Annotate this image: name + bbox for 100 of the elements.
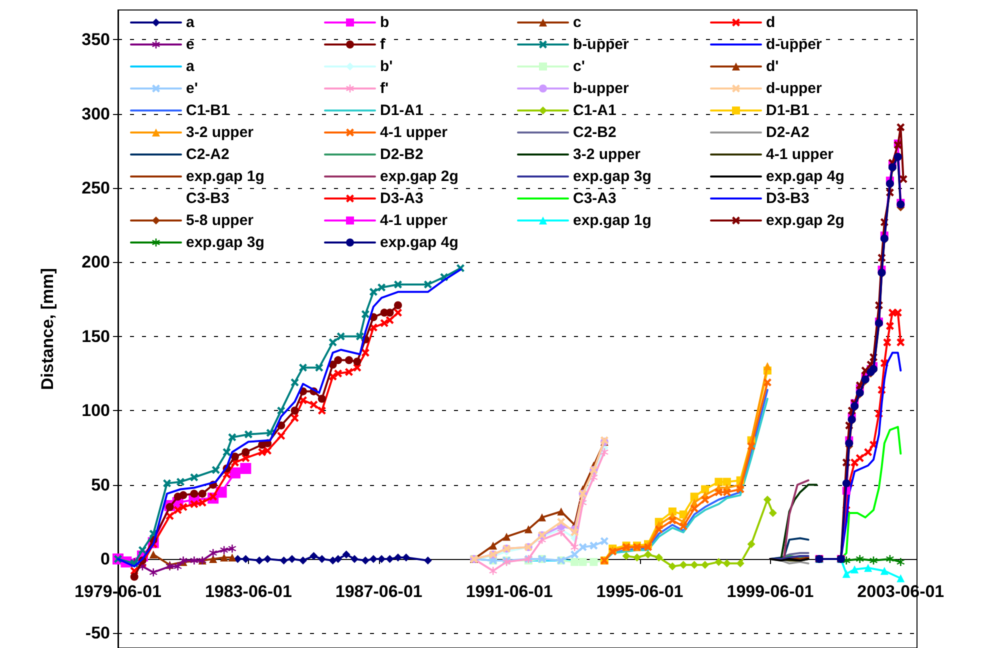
legend-label: 4-1 upper [380, 124, 448, 141]
point [856, 554, 864, 563]
point [424, 280, 432, 288]
y-tick-label: 200 [82, 252, 110, 272]
point [644, 550, 652, 559]
legend-label: C3-A3 [573, 190, 616, 207]
point [842, 479, 850, 488]
point [361, 348, 370, 357]
point [489, 542, 498, 550]
point [842, 570, 850, 578]
point [714, 558, 723, 566]
legend-label: 4-1 upper [766, 146, 834, 163]
point [378, 283, 386, 292]
point [344, 356, 353, 364]
legend-label: b-upper [573, 80, 629, 97]
legend-label: D3-A3 [380, 190, 424, 207]
x-tick-label: 1987-06-01 [335, 582, 422, 601]
point [763, 362, 772, 370]
legend-label: exp.gap 1g [573, 212, 652, 229]
point [176, 478, 184, 486]
x-tick-label: 1995-06-01 [596, 582, 684, 601]
point [654, 553, 663, 562]
point [622, 552, 630, 560]
point [209, 549, 218, 558]
legend-label: d-upper [766, 80, 822, 97]
point [864, 564, 872, 572]
point [166, 503, 174, 512]
point [600, 537, 608, 546]
point [230, 452, 239, 461]
legend-label: exp.gap 1g [186, 168, 264, 185]
point [864, 448, 872, 456]
point [369, 554, 378, 563]
legend-label: b' [380, 58, 393, 75]
point [701, 485, 710, 494]
y-tick-label: 150 [82, 326, 110, 346]
point [336, 332, 345, 340]
point [768, 508, 777, 517]
y-tick-label: 0 [100, 549, 110, 568]
point [380, 319, 388, 328]
y-tick-label: 350 [82, 30, 110, 50]
point [747, 540, 756, 548]
point [334, 554, 342, 563]
point [264, 554, 272, 563]
point [394, 280, 402, 288]
point [886, 554, 894, 563]
point [538, 513, 546, 522]
point [174, 562, 182, 570]
point [714, 488, 723, 496]
point [277, 406, 286, 415]
point [896, 338, 905, 346]
legend-label: e' [186, 80, 198, 97]
y-tick-label: 50 [91, 475, 110, 494]
point [570, 558, 579, 566]
point [138, 546, 146, 554]
point [654, 525, 663, 534]
point [394, 308, 402, 317]
x-tick-label: 1991-06-01 [466, 582, 553, 601]
legend-label: e [186, 36, 194, 53]
y-tick-label: 100 [82, 401, 110, 420]
point [578, 543, 587, 552]
point [361, 556, 370, 564]
point [701, 560, 710, 569]
legend-label: d-upper [766, 36, 822, 53]
point [722, 478, 731, 486]
point [578, 558, 587, 566]
point [163, 479, 172, 488]
point [242, 448, 250, 456]
point [668, 516, 676, 524]
point [883, 338, 892, 346]
legend-label: 3-2 upper [186, 124, 254, 141]
point [736, 559, 744, 568]
point [130, 572, 138, 581]
legend-label: a [186, 14, 195, 31]
point [524, 525, 532, 534]
point [318, 554, 326, 563]
point [722, 559, 731, 568]
point [190, 490, 198, 498]
legend-label: D2-B2 [380, 146, 424, 163]
point [228, 553, 236, 562]
point [590, 558, 598, 566]
point [198, 498, 206, 507]
legend-label: a [186, 58, 195, 75]
legend-label: D2-A2 [766, 124, 810, 141]
point [701, 496, 710, 504]
point [290, 406, 299, 415]
point [353, 358, 362, 366]
point [899, 175, 908, 184]
legend-label: b [380, 14, 390, 31]
point [190, 556, 198, 564]
point [220, 546, 228, 554]
point [310, 400, 318, 409]
legend-label: 5-8 upper [186, 212, 254, 229]
point [315, 364, 324, 372]
point [361, 310, 370, 318]
point [763, 496, 772, 504]
x-tick-label: 1999-06-01 [726, 582, 814, 601]
point [402, 553, 410, 562]
point [240, 462, 252, 474]
legend-label: exp.gap 3g [186, 234, 264, 251]
legend-label: C2-A2 [186, 146, 230, 163]
